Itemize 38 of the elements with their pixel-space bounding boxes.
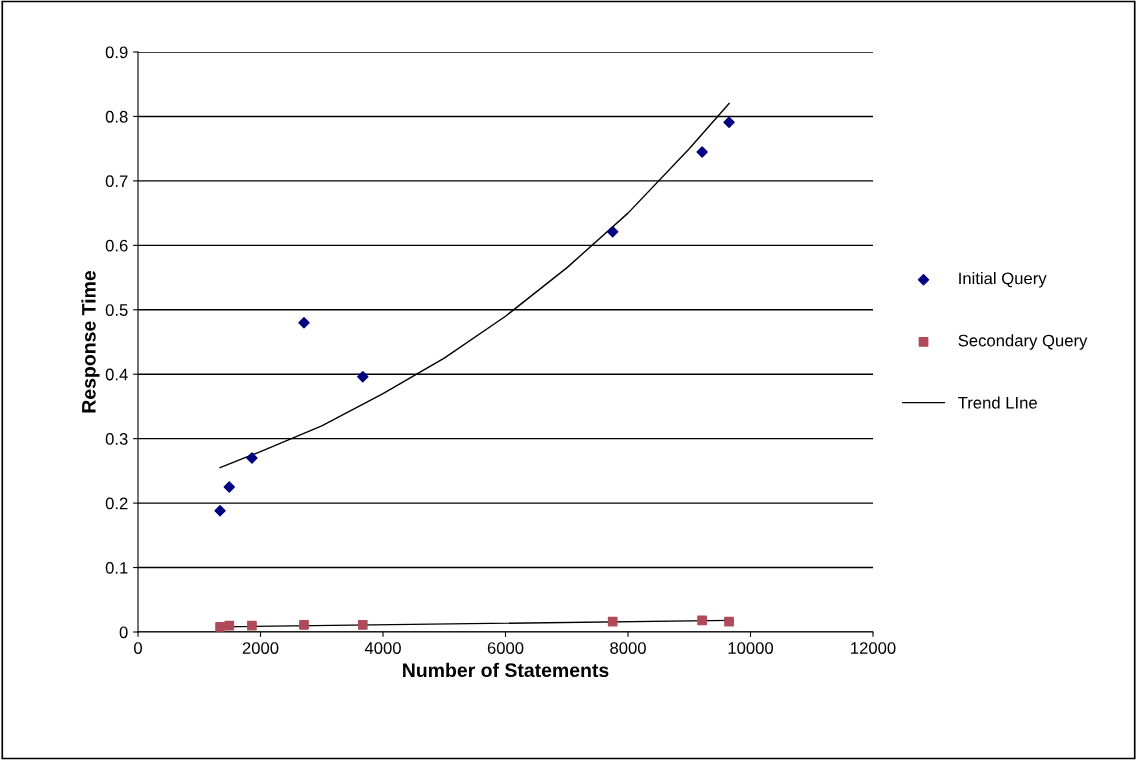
point: [299, 620, 309, 630]
point: [224, 620, 235, 631]
y-axis-title: Response Time: [81, 270, 100, 413]
x-tick-label: 4000: [364, 642, 401, 654]
point: [607, 616, 618, 627]
point: [697, 615, 707, 626]
x-tick-label: 2000: [242, 642, 279, 654]
y-tick-label: 0: [119, 626, 128, 639]
y-tick-label: 0.5: [105, 304, 128, 316]
point: [214, 505, 226, 517]
point: [246, 452, 258, 464]
x-tick-label: 0: [134, 642, 142, 654]
point: [723, 116, 735, 128]
point: [357, 620, 368, 630]
legend-label: Secondary Query: [958, 334, 1088, 350]
x-axis-title: Number of Statements: [403, 662, 609, 678]
y-tick-label: 0.8: [105, 110, 128, 123]
y-tick-label: 0.7: [105, 175, 128, 188]
point: [247, 620, 257, 631]
y-tick-label: 0.3: [105, 433, 128, 445]
y-tick-label: 0.2: [105, 497, 128, 510]
y-tick-label: 0.9: [105, 46, 128, 59]
x-tick-label: 10000: [728, 642, 774, 654]
y-tick-label: 0.4: [105, 368, 128, 381]
legend-label: Trend LIne: [958, 396, 1037, 409]
x-tick-label: 12000: [851, 642, 896, 654]
point: [223, 481, 235, 493]
point: [724, 616, 734, 627]
x-tick-label: 6000: [487, 642, 524, 654]
y-tick-label: 0.6: [105, 239, 128, 252]
legend-label: Initial Query: [959, 272, 1047, 288]
point: [696, 146, 708, 158]
y-tick-label: 0.1: [105, 561, 128, 574]
point: [298, 316, 310, 329]
x-tick-label: 8000: [610, 642, 646, 654]
point: [357, 371, 369, 383]
point: [215, 621, 225, 632]
point: [606, 226, 619, 238]
